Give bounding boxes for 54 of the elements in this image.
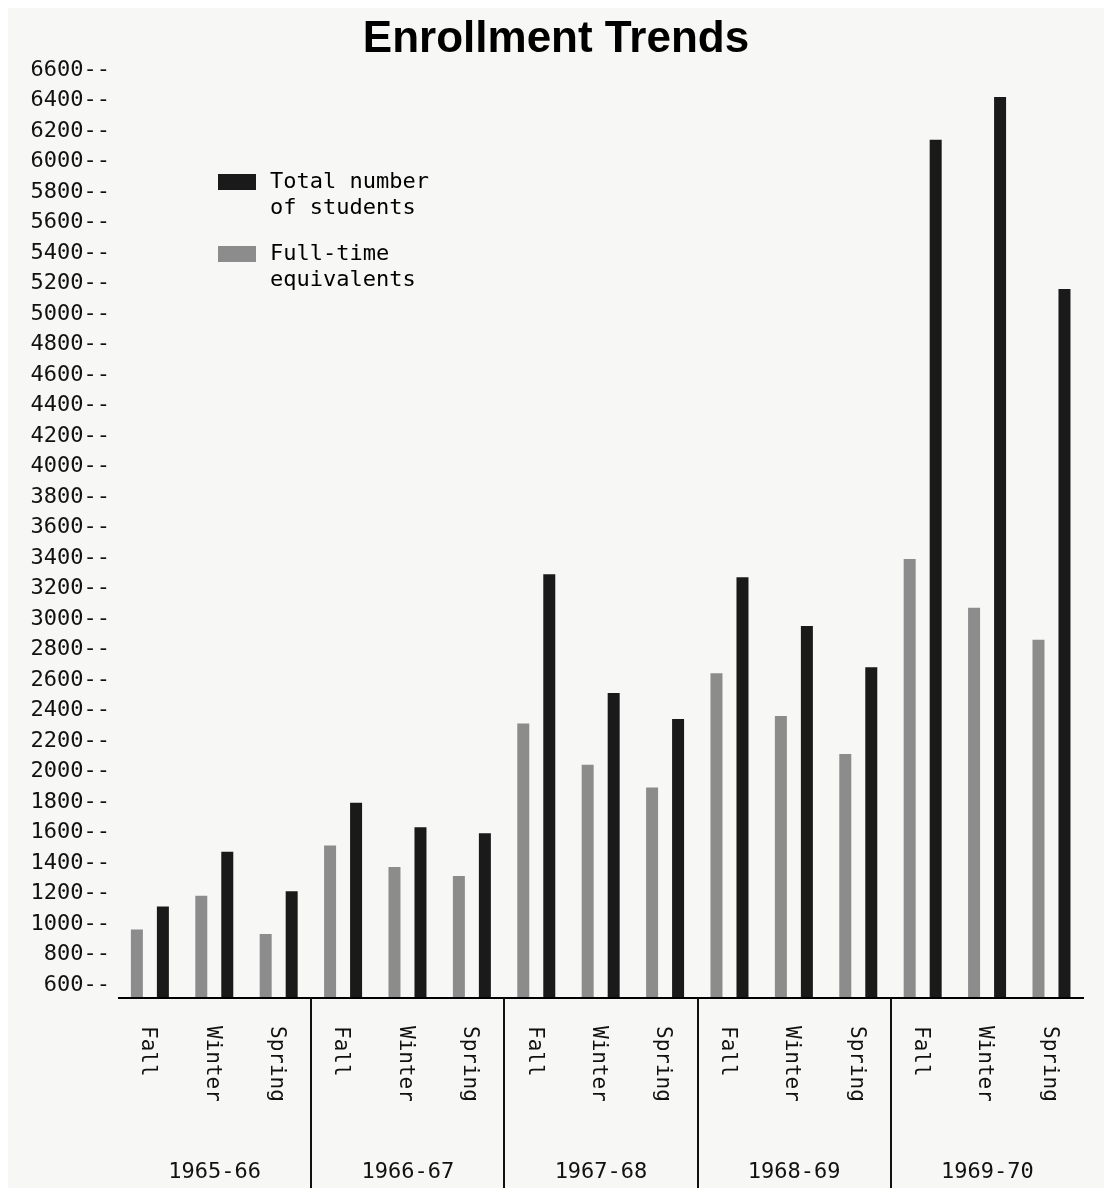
x-tick-label: Spring (266, 1026, 290, 1102)
y-tick-label: 2800-- (30, 635, 110, 661)
y-tick-label: 4200-- (30, 421, 110, 447)
x-tick-label: Fall (137, 1026, 162, 1077)
x-tick-label: Winter (781, 1026, 806, 1102)
text: 1967-68 (553, 1158, 649, 1183)
y-tick-label: 6600-- (30, 55, 110, 81)
x-tick-label: Spring (845, 1026, 870, 1102)
y-tick-label: 5200-- (30, 269, 110, 295)
y-tick-label: 1800-- (30, 787, 110, 813)
y-tick-label: 1200-- (30, 879, 110, 905)
y-tick-label: 4800-- (30, 330, 110, 356)
y-tick-label: 5600-- (30, 208, 110, 234)
text: 1968-69 (746, 1158, 842, 1183)
y-tick-label: 3600-- (30, 513, 110, 539)
text: 1966-67 (360, 1158, 456, 1183)
legend-label: Total number of students (270, 168, 430, 220)
y-tick-label: 4000-- (30, 452, 110, 478)
y-tick-label: 2200-- (30, 726, 110, 752)
y-tick-label: 4400-- (30, 391, 110, 417)
x-tick-label: Spring (1038, 1026, 1063, 1102)
y-tick-label: 5800-- (30, 177, 110, 203)
x-tick-label: Fall (910, 1026, 934, 1077)
y-tick-label: 1400-- (30, 848, 110, 874)
y-tick-label: 800-- (43, 940, 110, 966)
y-tick-label: 2600-- (30, 665, 110, 691)
y-tick-label: 2000-- (30, 757, 110, 783)
y-tick-label: 4600-- (30, 360, 110, 386)
y-tick-label: 3200-- (30, 574, 110, 600)
x-tick-label: Fall (523, 1026, 548, 1077)
x-tick-label: Winter (588, 1026, 612, 1102)
y-tick-label: 3800-- (30, 482, 110, 508)
y-tick-label: 3400-- (30, 543, 110, 569)
chart-title: Enrollment Trends (362, 12, 750, 61)
y-tick-label: 3000-- (30, 604, 110, 630)
text: 1969-70 (940, 1158, 1035, 1183)
text: 1965-66 (167, 1158, 262, 1183)
x-tick-label: Fall (716, 1026, 741, 1077)
y-tick-label: 600-- (43, 970, 110, 996)
y-tick-label: 1000-- (30, 909, 110, 935)
x-tick-label: Winter (974, 1026, 999, 1102)
x-tick-label: Spring (652, 1026, 677, 1102)
y-tick-label: 1600-- (30, 818, 110, 844)
y-tick-label: 6000-- (30, 147, 110, 173)
y-tick-label: 5000-- (30, 299, 110, 325)
x-tick-label: Fall (330, 1026, 355, 1077)
y-tick-label: 5400-- (30, 238, 110, 264)
x-tick-label: Winter (201, 1026, 226, 1102)
y-tick-label: 2400-- (30, 696, 110, 722)
y-tick-label: 6400-- (30, 86, 110, 112)
y-tick-label: 6200-- (30, 116, 110, 142)
x-tick-label: Spring (459, 1026, 484, 1102)
legend-label: Full-time equivalents (270, 240, 417, 292)
x-tick-label: Winter (394, 1026, 419, 1102)
